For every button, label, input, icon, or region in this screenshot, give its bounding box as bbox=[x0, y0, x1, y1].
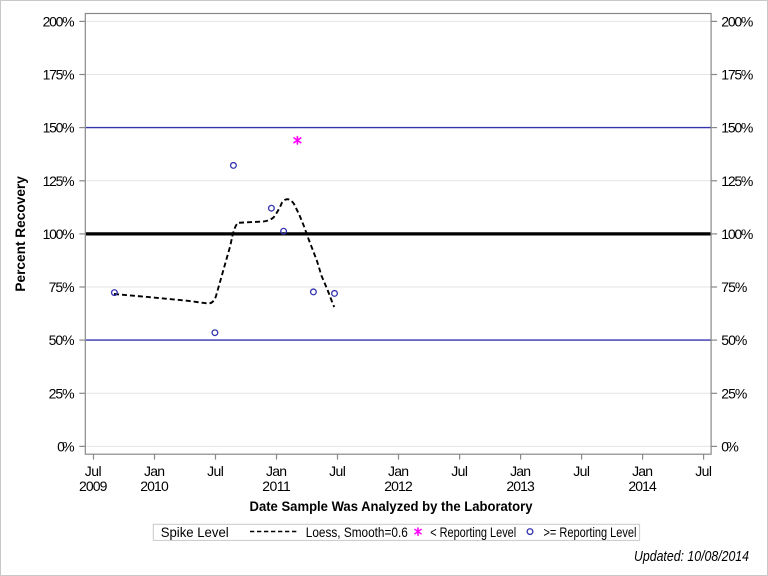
svg-text:150%: 150% bbox=[43, 120, 75, 136]
svg-text:75%: 75% bbox=[721, 279, 747, 295]
svg-text:Jul: Jul bbox=[451, 463, 468, 479]
svg-text:2009: 2009 bbox=[79, 478, 108, 494]
svg-text:Jan: Jan bbox=[510, 463, 531, 479]
svg-text:175%: 175% bbox=[721, 67, 753, 83]
svg-text:Jan: Jan bbox=[632, 463, 653, 479]
svg-text:Updated: 10/08/2014: Updated: 10/08/2014 bbox=[634, 548, 749, 565]
svg-text:100%: 100% bbox=[721, 226, 753, 242]
svg-text:Jul: Jul bbox=[85, 463, 102, 479]
svg-text:< Reporting Level: < Reporting Level bbox=[430, 524, 516, 540]
svg-text:150%: 150% bbox=[721, 120, 753, 136]
svg-text:2011: 2011 bbox=[262, 478, 291, 494]
svg-text:2010: 2010 bbox=[140, 478, 169, 494]
svg-text:0%: 0% bbox=[57, 438, 75, 454]
svg-text:Jan: Jan bbox=[266, 463, 287, 479]
svg-text:50%: 50% bbox=[721, 332, 747, 348]
svg-text:Jul: Jul bbox=[207, 463, 224, 479]
svg-text:Jul: Jul bbox=[573, 463, 590, 479]
svg-text:125%: 125% bbox=[43, 173, 75, 189]
svg-text:2012: 2012 bbox=[384, 478, 413, 494]
svg-text:2013: 2013 bbox=[506, 478, 535, 494]
svg-text:Jul: Jul bbox=[329, 463, 346, 479]
svg-text:50%: 50% bbox=[49, 332, 75, 348]
svg-text:125%: 125% bbox=[721, 173, 753, 189]
svg-text:Jan: Jan bbox=[388, 463, 409, 479]
svg-text:175%: 175% bbox=[43, 67, 75, 83]
svg-text:25%: 25% bbox=[49, 385, 75, 401]
svg-text:Loess, Smooth=0.6: Loess, Smooth=0.6 bbox=[306, 524, 408, 540]
svg-text:100%: 100% bbox=[43, 226, 75, 242]
svg-text:2014: 2014 bbox=[628, 478, 657, 494]
svg-text:Jul: Jul bbox=[695, 463, 712, 479]
svg-text:Percent Recovery: Percent Recovery bbox=[12, 176, 28, 292]
svg-text:Spike Level: Spike Level bbox=[161, 524, 229, 540]
svg-text:200%: 200% bbox=[721, 13, 753, 29]
svg-text:0%: 0% bbox=[721, 438, 739, 454]
svg-text:25%: 25% bbox=[721, 385, 747, 401]
svg-text:>= Reporting Level: >= Reporting Level bbox=[544, 524, 637, 540]
svg-text:Jan: Jan bbox=[144, 463, 165, 479]
svg-text:Date Sample Was Analyzed by th: Date Sample Was Analyzed by the Laborato… bbox=[250, 498, 533, 514]
svg-text:200%: 200% bbox=[43, 13, 75, 29]
svg-text:75%: 75% bbox=[49, 279, 75, 295]
